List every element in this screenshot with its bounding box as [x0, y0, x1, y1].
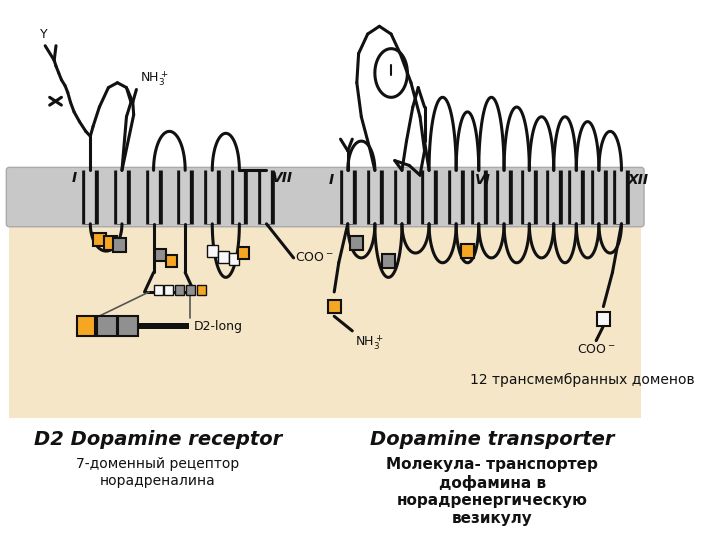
Text: Dopamine transporter: Dopamine transporter	[370, 430, 615, 449]
Bar	[186, 285, 195, 295]
Bar	[382, 254, 395, 268]
Text: NH$_3^+$: NH$_3^+$	[355, 333, 384, 352]
Bar	[461, 244, 474, 258]
Bar	[164, 285, 174, 295]
Text: D2 Dopamine receptor: D2 Dopamine receptor	[34, 430, 282, 449]
Text: COO$^-$: COO$^-$	[295, 252, 334, 265]
Bar	[228, 253, 239, 265]
Bar	[166, 255, 177, 267]
Bar	[238, 247, 249, 259]
Bar	[77, 316, 95, 336]
Bar	[93, 233, 106, 246]
Text: VI: VI	[475, 173, 491, 187]
FancyBboxPatch shape	[6, 167, 644, 227]
Bar	[207, 245, 217, 257]
Text: XII: XII	[627, 173, 648, 187]
Text: I: I	[329, 173, 334, 187]
Bar	[197, 285, 206, 295]
Bar	[597, 312, 610, 326]
Bar	[113, 239, 125, 252]
Bar	[104, 237, 117, 250]
Text: 12 трансмембранных доменов: 12 трансмембранных доменов	[469, 373, 694, 387]
Bar	[156, 249, 166, 261]
Bar	[9, 224, 642, 418]
Text: VII: VII	[272, 171, 293, 185]
Bar	[351, 237, 363, 250]
Text: 7-доменный рецептор
норадреналина: 7-доменный рецептор норадреналина	[76, 457, 240, 488]
Text: Молекула- транспортер
дофамина в
норадренергическую
везикулу: Молекула- транспортер дофамина в норадре…	[387, 457, 598, 526]
Text: Y: Y	[40, 28, 48, 41]
Bar	[217, 251, 228, 263]
Text: I: I	[71, 171, 76, 185]
Bar	[175, 285, 184, 295]
Text: COO$^-$: COO$^-$	[577, 342, 616, 355]
Bar	[118, 316, 138, 336]
Bar	[96, 316, 117, 336]
Bar	[153, 285, 163, 295]
Bar	[139, 323, 189, 329]
Text: NH$_3^+$: NH$_3^+$	[140, 69, 168, 87]
Text: D2-long: D2-long	[194, 320, 243, 333]
